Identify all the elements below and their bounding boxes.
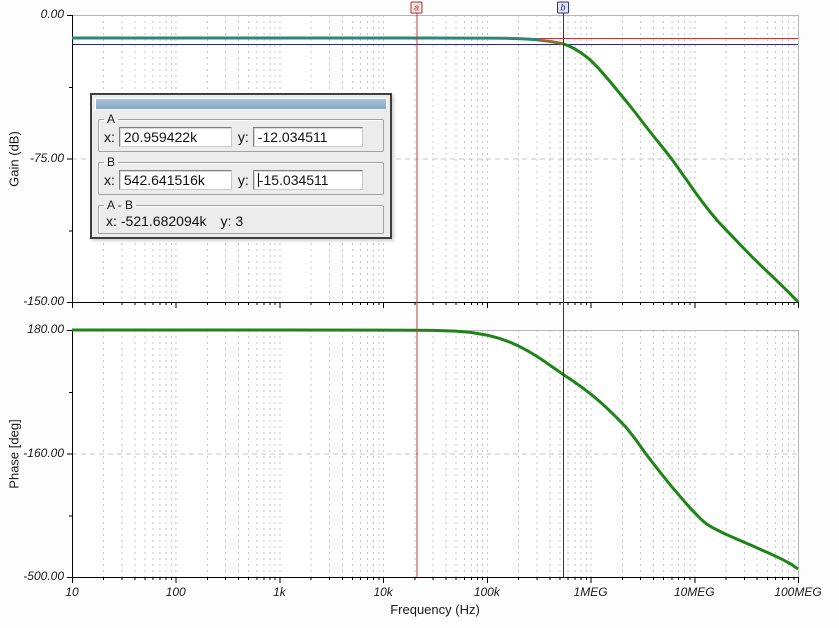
cursor-b-y-value[interactable]: -15.034511: [252, 170, 363, 190]
cursor-a-flag-letter: a: [414, 3, 419, 13]
cursor-a-x-value[interactable]: 20.959422k: [118, 127, 232, 147]
plot-phase: [67, 328, 799, 583]
gain-curve: [72, 36, 541, 42]
delta-y-label: y:: [220, 213, 232, 229]
cursor-a-x-label: x:: [104, 129, 115, 145]
cursor-b-x-label: x:: [104, 172, 115, 188]
cursor-b-group: B x: 542.641516k y: -15.034511: [98, 155, 384, 195]
cursor-b-x-value[interactable]: 542.641516k: [118, 170, 232, 190]
text-caret: [257, 173, 259, 187]
cursor-a-group: A x: 20.959422k y: -12.034511: [98, 112, 384, 152]
delta-x-value: -521.682094k: [120, 213, 207, 229]
cursor-delta-group-label: A - B: [107, 198, 134, 212]
cursor-a-y-label: y:: [237, 129, 249, 145]
phase-curve: [72, 328, 799, 571]
grid-vertical: [103, 330, 795, 577]
cursor-b-flag-letter: b: [561, 3, 566, 13]
delta-x-label: x:: [106, 213, 117, 229]
delta-y-value: 3: [235, 213, 244, 229]
cursor-a-group-label: A: [107, 112, 116, 126]
panel-titlebar[interactable]: [95, 98, 387, 110]
cursor-b-flag[interactable]: b: [557, 1, 570, 14]
cursor-b-y-label: y:: [237, 172, 249, 188]
cursor-a-y-value[interactable]: -12.034511: [252, 127, 363, 147]
cursor-a-flag[interactable]: a: [410, 1, 423, 14]
cursor-b-group-label: B: [107, 155, 116, 169]
cursor-measurement-panel: A x: 20.959422k y: -12.034511 B x: 542.6…: [90, 93, 392, 239]
cursor-delta-group: A - B x: -521.682094k y: 3: [98, 198, 384, 234]
gain-curve: [562, 42, 800, 304]
gain-curve: [540, 38, 564, 46]
